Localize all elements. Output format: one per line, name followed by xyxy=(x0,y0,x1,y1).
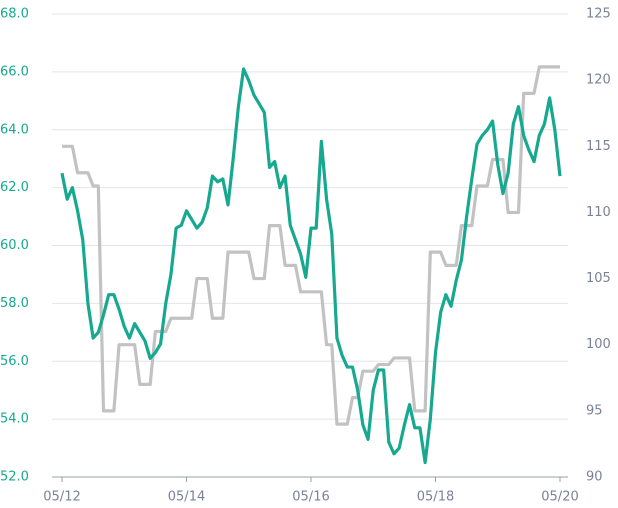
y-tick-label: 66.0 xyxy=(0,64,29,79)
y2-tick-label: 100 xyxy=(586,337,611,352)
y2-tick-label: 110 xyxy=(586,205,611,220)
y2-tick-label: 95 xyxy=(586,403,603,418)
y-tick-label: 52.0 xyxy=(0,470,29,485)
y-tick-label: 68.0 xyxy=(0,7,29,22)
x-tick-label: 05/14 xyxy=(168,490,205,505)
series-line xyxy=(60,67,562,465)
y-tick-label: 62.0 xyxy=(0,180,29,195)
y2-tick-label: 115 xyxy=(586,139,611,154)
x-tick-label: 05/20 xyxy=(541,490,578,505)
y-tick-label: 58.0 xyxy=(0,296,29,311)
x-tick-label: 05/12 xyxy=(43,490,80,505)
y-tick-label: 60.0 xyxy=(0,238,29,253)
y-tick-label: 54.0 xyxy=(0,412,29,427)
x-tick-label: 05/18 xyxy=(417,490,454,505)
y-tick-label: 64.0 xyxy=(0,122,29,137)
series-line xyxy=(62,65,560,426)
y2-tick-label: 105 xyxy=(586,271,611,286)
x-tick-label: 05/16 xyxy=(292,490,329,505)
y2-tick-label: 90 xyxy=(586,470,603,485)
y2-tick-label: 120 xyxy=(586,73,611,88)
y-tick-label: 56.0 xyxy=(0,354,29,369)
y2-tick-label: 125 xyxy=(586,7,611,22)
